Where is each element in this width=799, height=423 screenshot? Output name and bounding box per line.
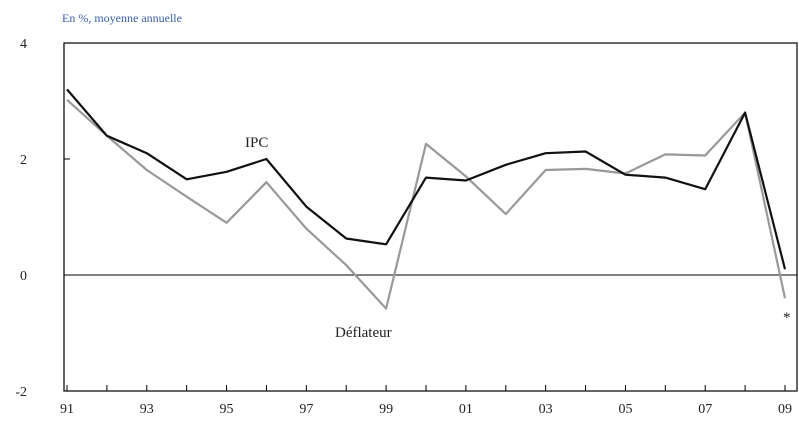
series-line-deflateur bbox=[66, 98, 787, 310]
x-tick-label: 05 bbox=[618, 402, 632, 417]
y-tick-label: 0 bbox=[20, 269, 27, 284]
y-tick-label: 4 bbox=[20, 37, 27, 52]
x-tick-label: 07 bbox=[698, 402, 712, 417]
x-axis-ticks: 91 93 95 97 99 01 03 05 07 09 bbox=[60, 385, 792, 417]
x-tick-label: 99 bbox=[379, 402, 393, 417]
ipc-series-label: IPC bbox=[245, 135, 268, 151]
x-tick-label: 03 bbox=[539, 402, 553, 417]
x-tick-label: 95 bbox=[220, 402, 234, 417]
y-tick-label: -2 bbox=[15, 385, 27, 400]
x-tick-label: 91 bbox=[60, 402, 74, 417]
asterisk-note: * bbox=[783, 310, 791, 326]
x-tick-label: 09 bbox=[778, 402, 792, 417]
x-tick-label: 97 bbox=[299, 402, 313, 417]
deflateur-series-label: Déflateur bbox=[335, 325, 392, 341]
x-tick-label: 01 bbox=[459, 402, 473, 417]
y-axis-ticks: 4 2 0 -2 bbox=[15, 37, 70, 400]
series-line-ipc bbox=[66, 88, 787, 270]
plot-frame bbox=[63, 42, 798, 392]
unit-label: En %, moyenne annuelle bbox=[62, 11, 182, 25]
x-tick-label: 93 bbox=[140, 402, 154, 417]
y-tick-label: 2 bbox=[20, 153, 27, 168]
series-group bbox=[66, 88, 787, 310]
